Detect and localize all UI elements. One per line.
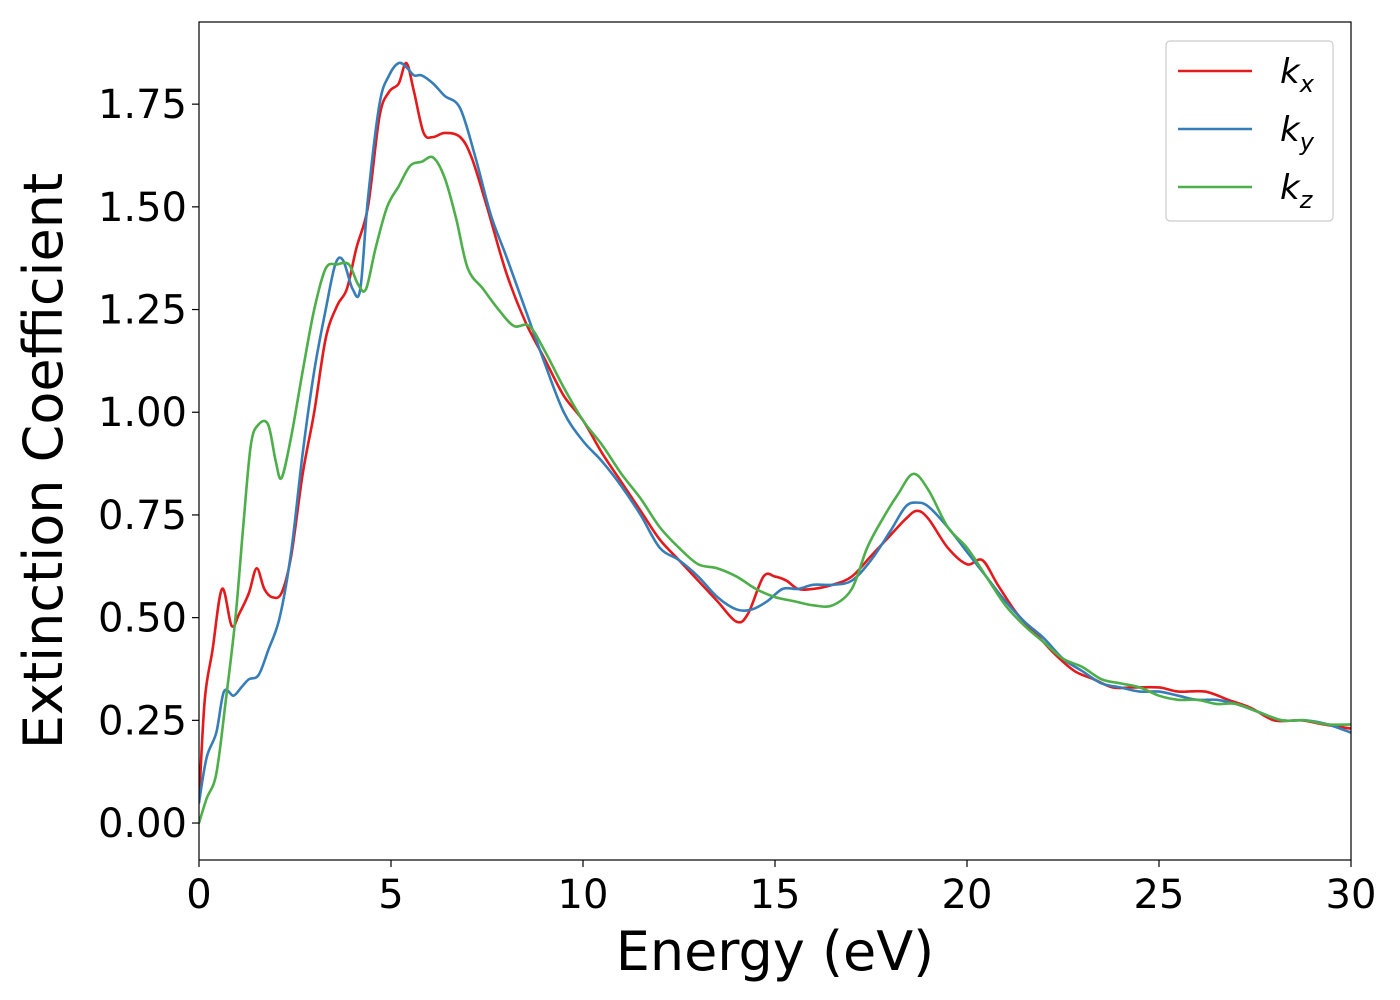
- x-tick-label: 0: [186, 872, 211, 918]
- series-line-kz: [199, 155, 1351, 825]
- x-tick-label: 15: [750, 872, 801, 918]
- y-tick-label: 0.25: [98, 698, 187, 744]
- x-tick-label: 20: [942, 872, 993, 918]
- legend-box: [1165, 40, 1334, 222]
- series-layer: [199, 61, 1351, 825]
- series-line-kx: [199, 61, 1351, 804]
- y-tick-label: 0.75: [98, 493, 187, 539]
- y-axis-title: Extinction Coefficient: [12, 173, 75, 749]
- ticks-layer: 0 5 10 15 20 25 30 0.00 0.25 0.50 0.75 1.00 1.25 1.50…: [98, 82, 1377, 918]
- y-tick-label: 0.00: [98, 801, 187, 847]
- x-tick-label: 30: [1326, 872, 1377, 918]
- y-tick-label: 1.25: [98, 288, 187, 334]
- x-tick-label: 5: [378, 872, 403, 918]
- x-axis-title: Energy (eV): [616, 920, 935, 983]
- y-tick-label: 1.50: [98, 185, 187, 231]
- y-tick-label: 1.75: [98, 82, 187, 128]
- y-tick-label: 1.00: [98, 390, 187, 436]
- x-tick-label: 10: [558, 872, 609, 918]
- series-line-ky: [199, 61, 1351, 804]
- x-tick-label: 25: [1134, 872, 1185, 918]
- y-tick-label: 0.50: [98, 596, 187, 642]
